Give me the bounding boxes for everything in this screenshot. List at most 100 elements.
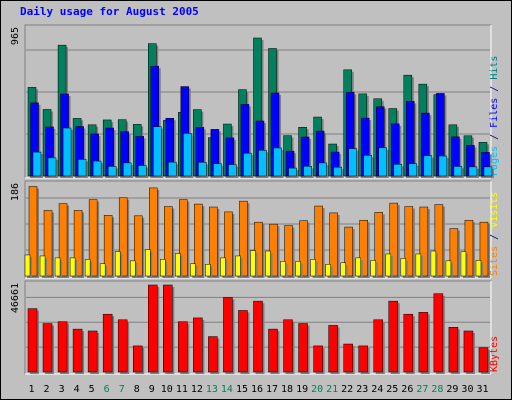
- legend-entry: Visits: [489, 192, 500, 228]
- bar-visits-day-2: [39, 255, 48, 278]
- bar-sites-day-2: [43, 210, 55, 278]
- bar-pages-day-31: [483, 166, 494, 178]
- bar-kbytes-day-8: [132, 345, 145, 374]
- x-tick-label-day-15: 15: [236, 384, 248, 395]
- bar-visits-day-28: [430, 250, 438, 278]
- x-tick-label-day-13: 13: [206, 384, 218, 395]
- x-tick-label-day-12: 12: [191, 384, 203, 395]
- legend-entry: Hits: [489, 56, 500, 80]
- bar-pages-day-25: [393, 164, 404, 178]
- bar-visits-day-20: [310, 259, 318, 278]
- bar-sites-day-27: [419, 206, 430, 278]
- bar-sites-day-25: [389, 202, 400, 278]
- bar-visits-day-3: [54, 257, 63, 278]
- bar-kbytes-day-10: [163, 284, 175, 374]
- bar-visits-day-8: [129, 260, 138, 278]
- bar-visits-day-1: [24, 254, 32, 278]
- x-tick-label-day-9: 9: [149, 384, 155, 395]
- bar-visits-day-10: [160, 259, 168, 278]
- bar-kbytes-day-19: [298, 323, 310, 374]
- x-tick-label-day-4: 4: [74, 384, 80, 395]
- bar-kbytes-day-18: [283, 319, 295, 374]
- bar-sites-day-20: [314, 205, 325, 278]
- bar-kbytes-day-9: [148, 284, 160, 374]
- bar-pages-day-1: [32, 151, 43, 178]
- panel-top-legend: Pages / Files / Hits: [489, 56, 500, 176]
- panel-bottom-ymax-label: 46661: [10, 283, 21, 313]
- bar-kbytes-day-27: [418, 312, 430, 374]
- bar-pages-day-29: [453, 166, 464, 178]
- x-tick-label-day-6: 6: [104, 384, 110, 395]
- bar-visits-day-6: [99, 263, 108, 278]
- bar-sites-day-19: [299, 220, 310, 278]
- bar-visits-day-22: [340, 262, 348, 278]
- bar-pages-day-16: [258, 150, 269, 178]
- x-tick-label-day-23: 23: [356, 384, 368, 395]
- bar-pages-day-26: [408, 163, 419, 178]
- panel-top-ymax-label: 965: [10, 27, 21, 45]
- x-tick-label-day-24: 24: [371, 384, 383, 395]
- bar-kbytes-day-17: [268, 328, 280, 374]
- bar-sites-day-13: [209, 206, 220, 278]
- bar-kbytes-day-12: [193, 317, 205, 374]
- bar-sites-day-18: [284, 225, 295, 278]
- x-tick-label-day-25: 25: [386, 384, 398, 395]
- bar-kbytes-day-2: [42, 323, 55, 374]
- panel-top: 965 Pages / Files / Hits: [10, 24, 500, 179]
- bar-pages-day-21: [333, 166, 344, 178]
- bar-sites-day-1: [28, 186, 39, 278]
- bar-pages-day-8: [137, 165, 149, 178]
- legend-entry: KBytes: [489, 336, 500, 372]
- x-tick-label-day-21: 21: [326, 384, 338, 395]
- chart-panels: 965 Pages / Files / Hits 186 Sites / Visits…: [10, 24, 500, 375]
- bar-sites-day-17: [269, 223, 280, 278]
- x-tick-label-day-16: 16: [251, 384, 263, 395]
- bar-visits-day-12: [190, 263, 198, 278]
- x-tick-label-day-3: 3: [59, 384, 65, 395]
- legend-entry: /: [489, 228, 500, 246]
- bar-pages-day-14: [228, 164, 239, 178]
- legend-entry: /: [489, 128, 500, 146]
- bar-kbytes-day-31: [478, 347, 490, 374]
- bar-sites-day-22: [344, 226, 355, 278]
- x-tick-label-day-30: 30: [461, 384, 473, 395]
- bar-kbytes-day-7: [117, 319, 130, 374]
- bar-pages-day-20: [318, 162, 329, 178]
- bar-pages-day-18: [288, 167, 299, 178]
- bar-sites-day-6: [103, 215, 115, 278]
- bar-visits-day-7: [114, 251, 123, 278]
- x-tick-label-day-5: 5: [89, 384, 95, 395]
- bar-sites-day-15: [239, 200, 250, 278]
- x-tick-label-day-11: 11: [176, 384, 188, 395]
- bar-sites-day-8: [133, 215, 145, 278]
- bar-sites-day-16: [254, 221, 265, 278]
- bar-sites-day-14: [224, 211, 235, 278]
- x-tick-label-day-8: 8: [134, 384, 140, 395]
- bar-visits-day-14: [220, 257, 228, 278]
- bar-pages-day-5: [92, 160, 104, 178]
- bar-pages-day-22: [348, 148, 359, 178]
- bar-kbytes-day-20: [313, 345, 325, 374]
- bar-visits-day-29: [445, 260, 453, 278]
- panel-middle: 186 Sites / Visits: [10, 180, 500, 279]
- x-tick-label-day-31: 31: [476, 384, 488, 395]
- bar-pages-day-23: [363, 155, 374, 178]
- bar-pages-day-17: [273, 147, 284, 178]
- bar-kbytes-day-11: [178, 321, 190, 374]
- bar-visits-day-26: [400, 258, 408, 278]
- chart-title: Daily usage for August 2005: [20, 5, 199, 18]
- bar-kbytes-day-15: [238, 310, 250, 374]
- bar-pages-day-6: [107, 166, 119, 178]
- bar-sites-day-12: [194, 203, 205, 278]
- bar-sites-day-10: [164, 206, 175, 278]
- bar-kbytes-day-22: [343, 343, 355, 374]
- bar-pages-day-10: [168, 161, 179, 178]
- bar-sites-day-23: [359, 219, 370, 278]
- bar-kbytes-day-3: [57, 321, 70, 374]
- x-tick-label-day-28: 28: [431, 384, 443, 395]
- x-tick-label-day-27: 27: [416, 384, 428, 395]
- x-tick-label-day-26: 26: [401, 384, 413, 395]
- bar-pages-day-24: [378, 147, 389, 178]
- bar-kbytes-day-25: [388, 300, 400, 374]
